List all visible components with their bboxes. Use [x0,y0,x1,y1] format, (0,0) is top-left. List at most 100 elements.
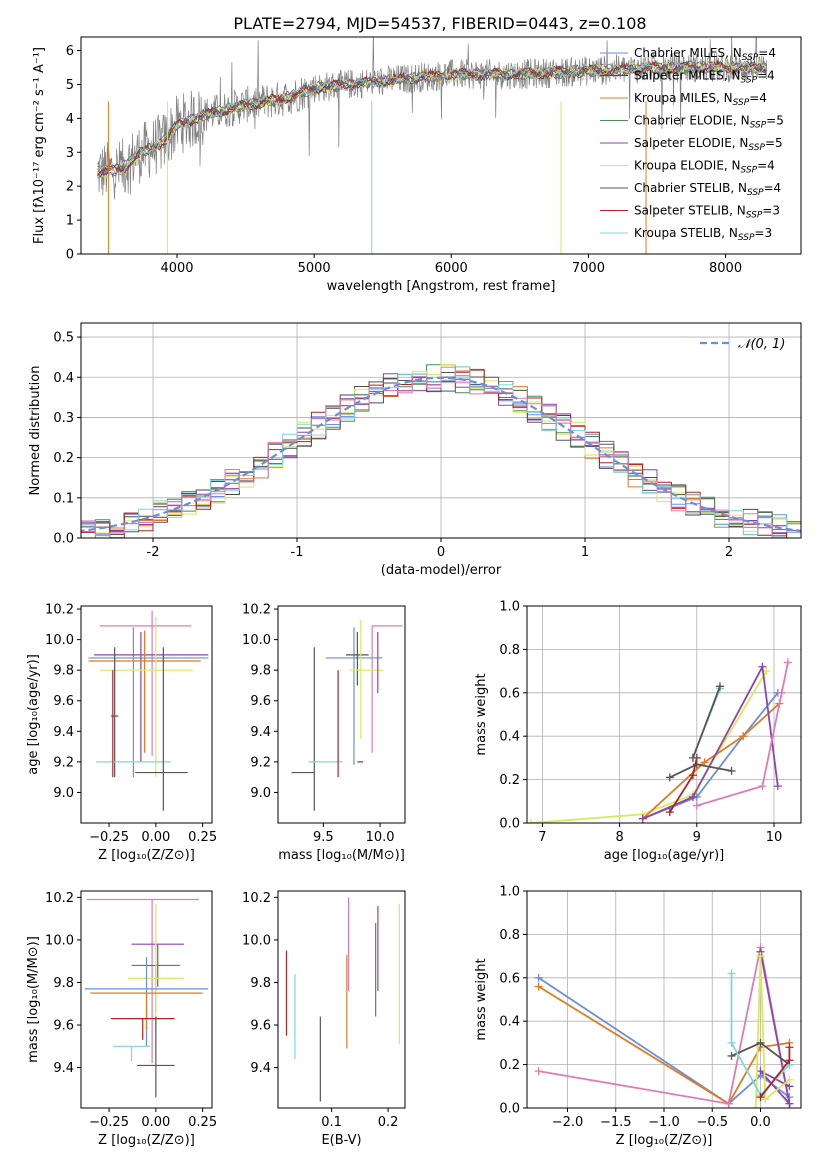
plus-marker [756,1038,765,1047]
model-spectrum-line [97,60,768,177]
axes-frame [526,605,802,824]
model-spectrum-line [97,60,768,174]
plus-marker [758,782,767,791]
y-tick-label: 9.4 [53,725,74,740]
y-tick-label: 0.0 [53,532,74,547]
plus-marker [783,658,792,667]
legend-label: Chabrier ELODIE, NSSP=5 [634,114,784,131]
x-tick-label: 10.0 [366,830,395,845]
plus-marker [727,766,736,775]
y-tick-label: 9.4 [250,1061,271,1076]
x-tick-label: 2 [725,545,733,560]
x-tick-label: −1.0 [648,1115,680,1130]
y-tick-label: 9.2 [53,755,74,770]
legend-label: Chabrier STELIB, NSSP=4 [634,181,781,198]
x-tick-label: 9.5 [313,830,334,845]
line-marks [534,943,794,1108]
y-tick-label: 0.4 [499,1015,520,1030]
y-tick-label: 0.6 [499,971,520,986]
axes-frame [80,605,213,824]
plus-marker [724,1099,733,1108]
legend-label: Salpeter ELODIE, NSSP=5 [634,136,783,153]
axes-frame [80,322,802,539]
age-vs-metallicity-panel: −0.25 0.00 0.25 9.0 9.2 9.4 9.6 9.8 10.0 10.2 Z [l… [26,603,217,863]
x-tick-label: −1.5 [600,1115,632,1130]
y-axis-label: age [log₁₀(age/yr)] [26,654,41,775]
residuals-histogram-panel: -2 -1 0 1 2 0.0 0.1 0.2 0.3 0.4 0.5 (data-model)/er… [28,322,802,578]
mass-vs-ebv-panel: 0.1 0.2 9.4 9.6 9.8 10.0 10.2 E(B-V) [242,890,406,1148]
plus-marker [692,801,701,810]
x-axis-label: wavelength [Angstrom, rest frame] [327,279,556,294]
y-tick-label: 9.4 [53,1061,74,1076]
x-tick-label: 0.00 [141,830,170,845]
plus-marker [727,1038,736,1047]
y-tick-label: 10.0 [242,933,271,948]
plus-marker [700,758,709,767]
series-line [642,663,779,820]
series-line [692,685,721,759]
plus-marker [758,662,767,671]
y-tick-label: 10.0 [45,933,74,948]
errorbar-marks [285,897,400,1102]
y-axis-label: Flux [fλ10⁻¹⁷ erg cm⁻² s⁻¹ A⁻¹] [32,47,47,244]
y-axis-label: mass [log₁₀(M/M⊙)] [26,936,41,1063]
x-tick-label: 1 [581,545,589,560]
plus-marker [527,819,535,823]
y-tick-label: 6 [66,44,74,59]
series-line [538,985,790,1105]
x-tick-label: 6000 [435,261,468,276]
plus-marker [756,952,765,961]
x-tick-label: −0.5 [696,1115,728,1130]
plus-marker [688,753,697,762]
line-marks [527,658,792,823]
legend-label: Kroupa ELODIE, NSSP=4 [634,159,775,176]
legend-label: Salpeter MILES, NSSP=4 [634,69,775,86]
x-tick-label: 9 [693,830,701,845]
plus-marker [756,1093,765,1102]
errorbar-marks [84,898,209,1098]
y-tick-label: 9.8 [250,664,271,679]
y-tick-label: 10.0 [45,633,74,648]
y-tick-label: 0.1 [53,491,74,506]
y-tick-label: 0 [66,248,74,263]
y-tick-label: 0.2 [53,451,74,466]
legend-label: Chabrier MILES, NSSP=4 [634,46,776,63]
y-tick-label: 0.8 [499,928,520,943]
y-tick-label: 10.2 [242,891,271,906]
axes-frame [80,890,213,1109]
x-tick-label: 7 [538,830,546,845]
y-tick-label: 0.3 [53,411,74,426]
x-tick-label: 8 [615,830,623,845]
plus-marker [638,814,647,823]
y-tick-label: 0.0 [499,817,520,832]
plus-marker [727,1051,736,1060]
y-axis-label: Normed distribution [28,366,43,496]
y-tick-label: 0.5 [53,331,74,346]
y-tick-label: 0.6 [499,686,520,701]
spectrum-panel: 4000 5000 6000 7000 8000 0 1 2 3 4 5 6 wavelength [A… [32,36,802,294]
x-tick-label: 0.0 [750,1115,771,1130]
series-line [530,670,768,823]
y-tick-label: 9.6 [250,694,271,709]
x-tick-label: 0.25 [188,830,217,845]
x-tick-label: 8000 [709,261,742,276]
legend-label: Kroupa MILES, NSSP=4 [634,91,767,108]
errorbar-marks [88,610,209,811]
x-tick-label: 0.2 [378,1115,399,1130]
y-tick-label: 1.0 [499,885,520,900]
x-tick-label: -1 [291,545,304,560]
x-tick-label: 0.25 [188,1115,217,1130]
x-tick-label: 0 [437,545,445,560]
x-axis-label: Z [log₁₀(Z/Z⊙)] [98,848,195,863]
y-tick-label: 9.0 [53,786,74,801]
normal-curve-line [81,376,801,533]
y-tick-label: 9.8 [53,976,74,991]
x-tick-label: -2 [147,545,160,560]
axes-frame [80,36,802,255]
figure-title: PLATE=2794, MJD=54537, FIBERID=0443, z=0… [233,14,646,33]
plus-marker [756,1067,765,1076]
plus-marker [665,773,674,782]
y-axis-label: mass weight [474,673,489,755]
plus-marker [688,792,697,801]
plus-marker [534,973,543,982]
